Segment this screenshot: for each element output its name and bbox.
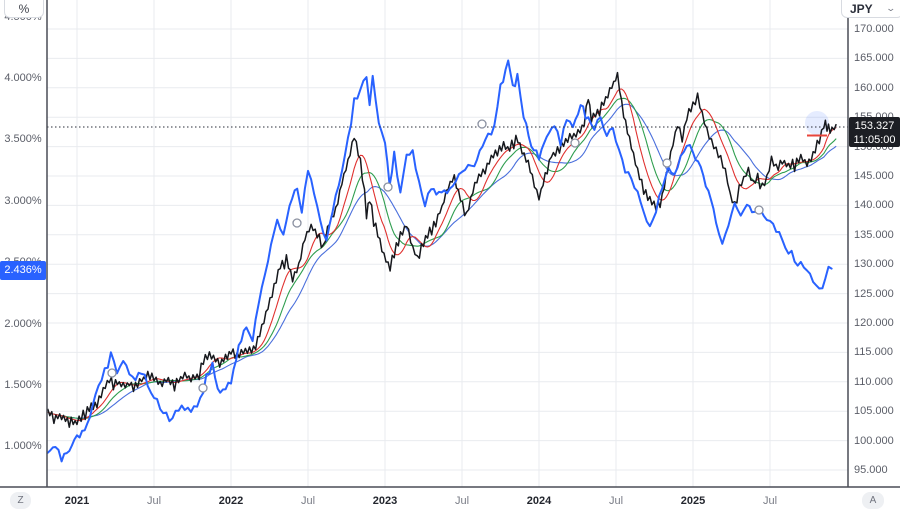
event-marker[interactable]	[198, 383, 208, 393]
event-marker[interactable]	[292, 218, 302, 228]
right-axis-current-price-badge: 153.327 11:05:00	[849, 117, 900, 148]
axis-borders	[0, 0, 900, 488]
gridlines	[47, 0, 848, 487]
percent-yield-series	[46, 59, 833, 463]
event-marker[interactable]	[570, 138, 580, 148]
jpy-price-series	[46, 71, 837, 428]
event-marker[interactable]	[754, 205, 764, 215]
event-marker[interactable]	[107, 368, 117, 378]
ma-slow-line	[47, 103, 837, 419]
currency-dropdown-button[interactable]: JPY ⌄	[841, 0, 900, 18]
auto-scale-button[interactable]: A	[862, 492, 884, 509]
event-marker[interactable]	[477, 119, 487, 129]
current-price-time: 11:05:00	[853, 134, 896, 147]
left-axis-current-value-badge: 2.436%	[0, 260, 46, 280]
currency-dropdown-label: JPY	[850, 1, 873, 16]
event-marker[interactable]	[662, 158, 672, 168]
chevron-down-icon: ⌄	[885, 3, 896, 13]
timezone-button[interactable]: Z	[10, 492, 31, 509]
current-price-value: 153.327	[854, 120, 895, 133]
ma-fast-line	[47, 88, 837, 422]
left-axis-unit-button[interactable]: %	[4, 0, 44, 18]
event-marker[interactable]	[383, 182, 393, 192]
